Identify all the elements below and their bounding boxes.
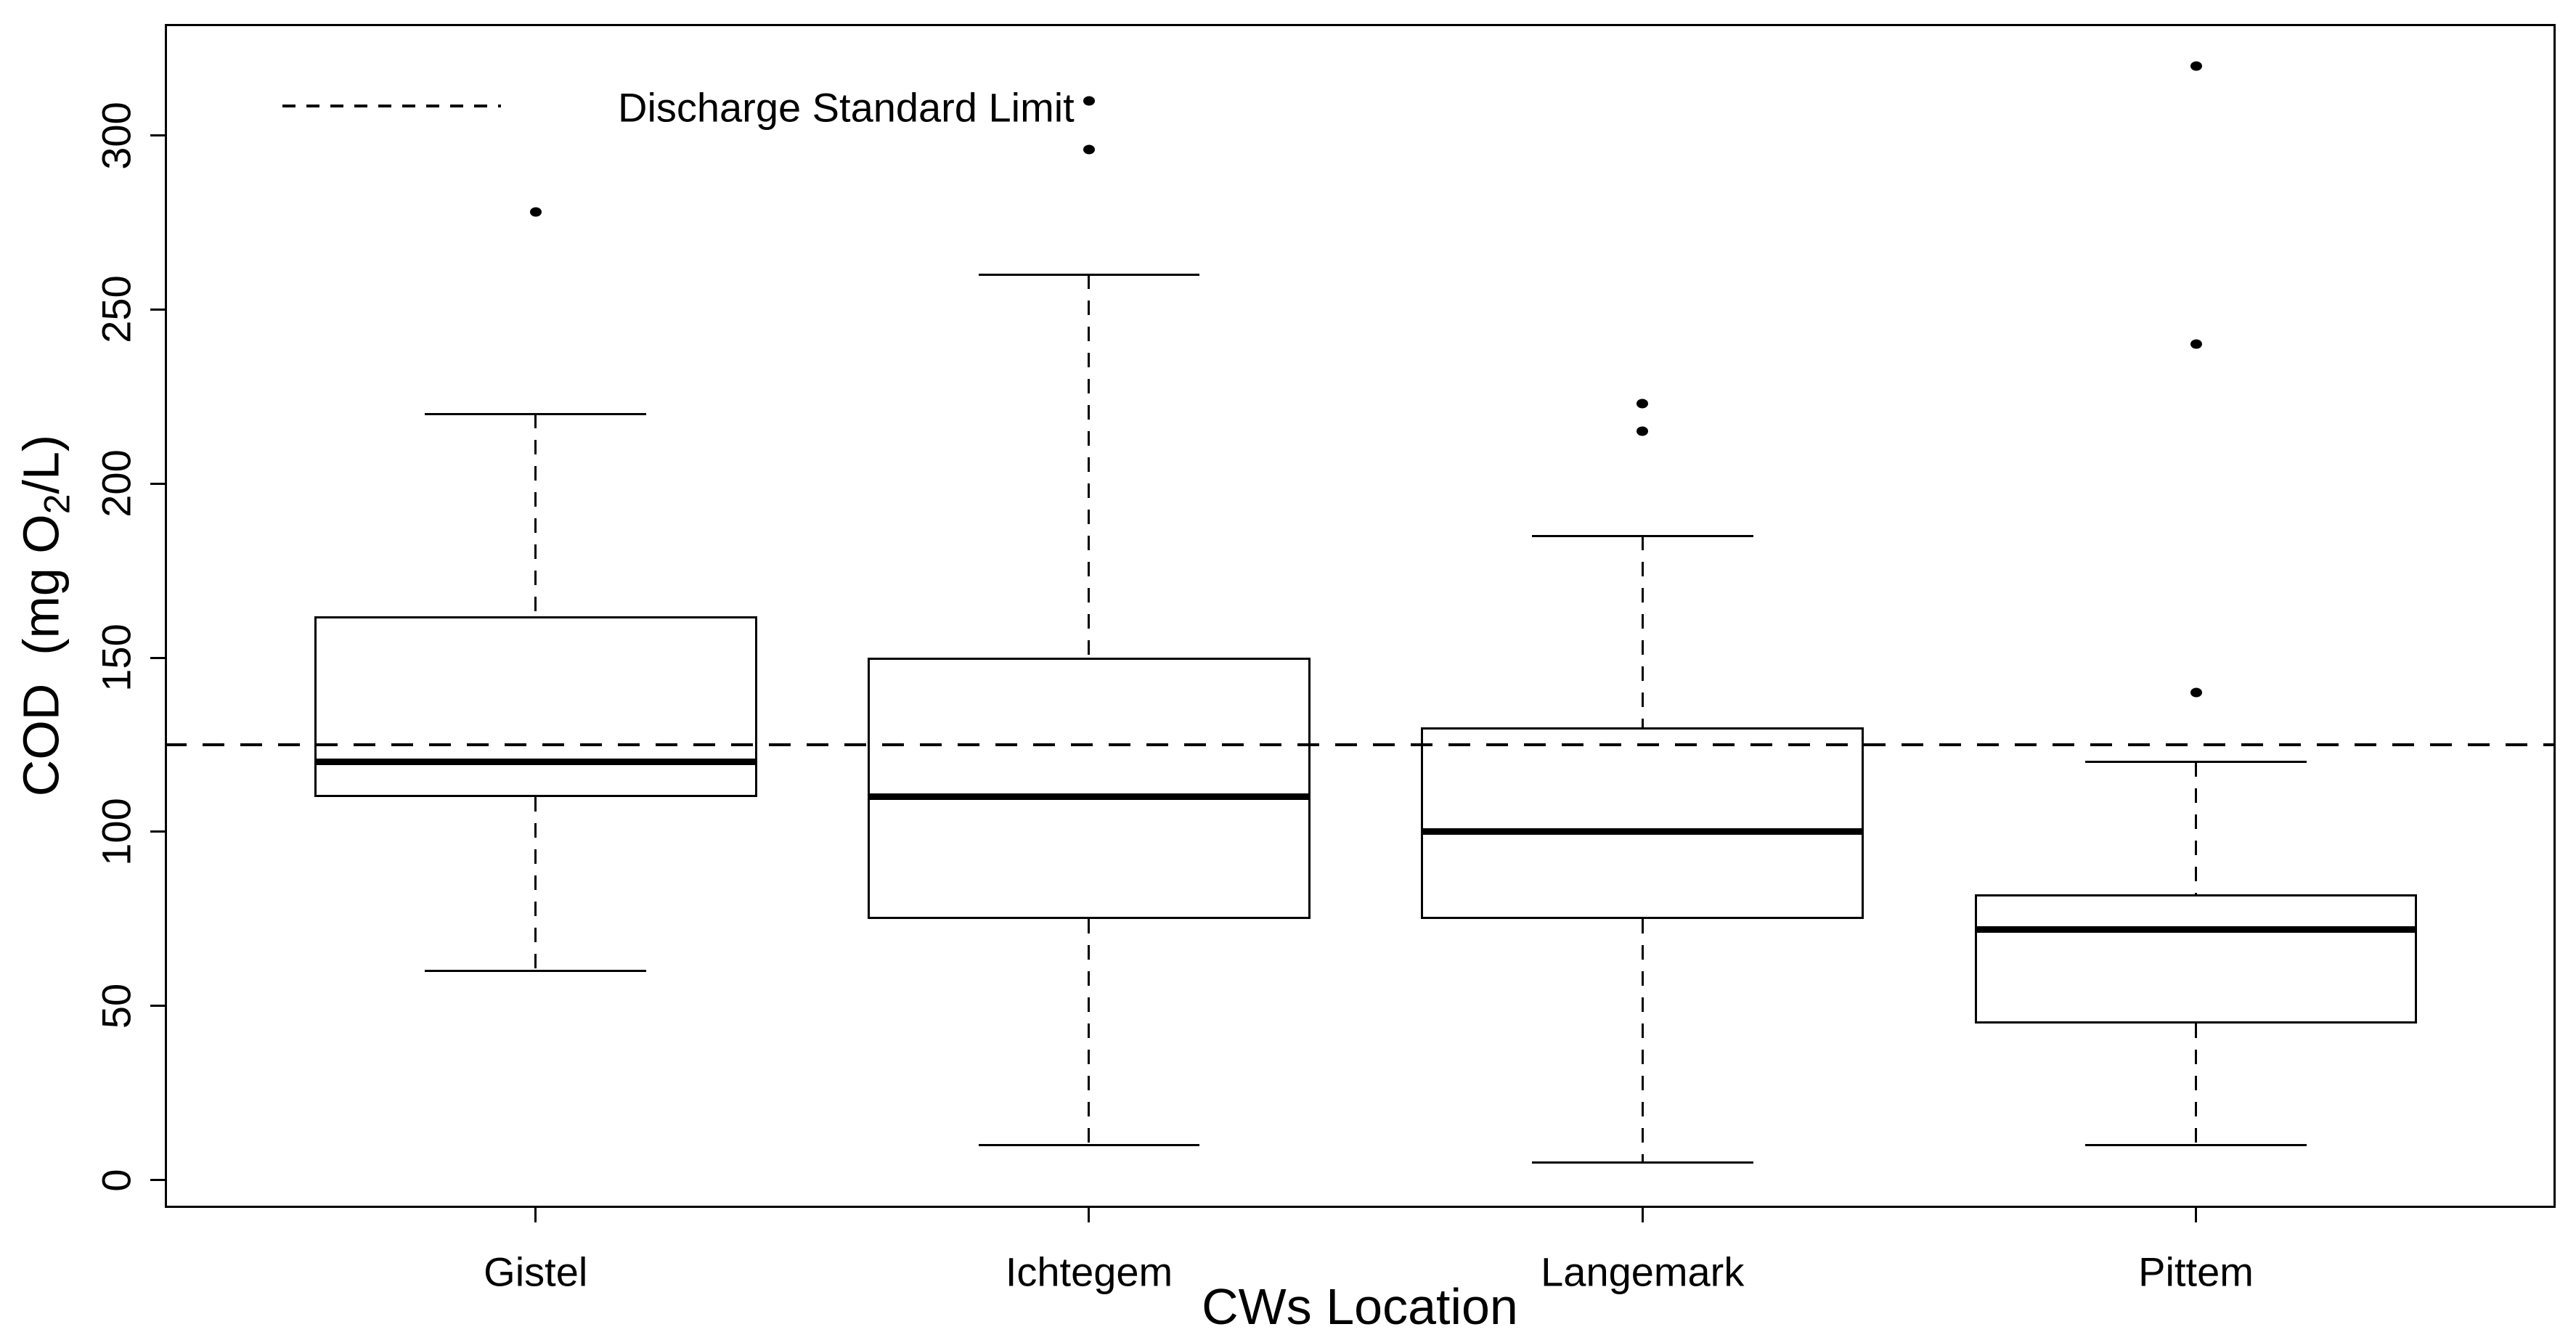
y-axis-tick	[150, 134, 165, 136]
y-axis-tick-label: 250	[93, 275, 139, 344]
x-axis-tick	[2195, 1208, 2198, 1222]
whisker-lower-pittem	[2195, 1023, 2198, 1145]
x-axis-title: CWs Location	[1202, 1278, 1518, 1335]
y-axis-tick	[150, 482, 165, 485]
whisker-lower-ichtegem	[1088, 918, 1091, 1145]
median-line-langemark	[1421, 828, 1864, 836]
whisker-upper-pittem	[2195, 761, 2198, 895]
whisker-cap-lower-langemark	[1531, 1161, 1753, 1164]
x-axis-category-label-ichtegem: Ichtegem	[1005, 1249, 1173, 1295]
whisker-cap-upper-ichtegem	[978, 273, 1200, 276]
legend-dashed-line-sample	[282, 105, 501, 107]
x-axis-tick	[534, 1208, 537, 1222]
y-axis-tick-label: 150	[93, 624, 139, 692]
y-axis-tick-label: 100	[93, 798, 139, 866]
whisker-cap-upper-langemark	[1531, 534, 1753, 537]
box-pittem	[1974, 894, 2418, 1024]
y-axis-title-sub: 2	[36, 494, 78, 515]
y-axis-tick	[150, 1179, 165, 1182]
y-axis-tick	[150, 1005, 165, 1008]
y-axis-tick-label: 200	[93, 449, 139, 518]
median-line-pittem	[1974, 926, 2418, 933]
outlier-point-gistel	[529, 207, 542, 217]
y-axis-tick	[150, 830, 165, 833]
y-axis-tick-label: 0	[93, 1169, 139, 1192]
whisker-cap-lower-gistel	[425, 970, 647, 973]
whisker-cap-lower-pittem	[2085, 1144, 2307, 1147]
median-line-gistel	[314, 759, 757, 766]
y-axis-tick-label: 50	[93, 983, 139, 1029]
y-axis-title: COD (mg O2/L)	[12, 435, 78, 796]
discharge-limit-line	[165, 743, 2556, 746]
outlier-point-langemark	[1637, 399, 1649, 409]
x-axis-category-label-gistel: Gistel	[484, 1249, 588, 1295]
whisker-cap-upper-gistel	[425, 412, 647, 415]
whisker-cap-upper-pittem	[2085, 761, 2307, 764]
whisker-lower-langemark	[1641, 918, 1644, 1163]
y-axis-tick	[150, 308, 165, 311]
y-axis-tick-label: 300	[93, 101, 139, 170]
whisker-lower-gistel	[534, 796, 537, 971]
median-line-ichtegem	[868, 793, 1311, 801]
box-ichtegem	[868, 658, 1311, 919]
whisker-upper-ichtegem	[1088, 274, 1091, 658]
plot-frame	[165, 24, 2556, 1208]
x-axis-category-label-pittem: Pittem	[2138, 1249, 2254, 1295]
box-gistel	[314, 616, 757, 797]
y-axis-title-post: /L)	[12, 434, 70, 494]
whisker-upper-gistel	[534, 414, 537, 616]
outlier-point-pittem	[2190, 61, 2202, 71]
legend-label: Discharge Standard Limit	[618, 84, 1075, 131]
box-langemark	[1421, 727, 1864, 919]
outlier-point-ichtegem	[1083, 96, 1095, 106]
y-axis-title-pre: COD (mg O	[12, 514, 70, 797]
whisker-upper-langemark	[1641, 536, 1644, 727]
x-axis-tick	[1641, 1208, 1644, 1222]
x-axis-tick	[1088, 1208, 1091, 1222]
y-axis-tick	[150, 656, 165, 659]
whisker-cap-lower-ichtegem	[978, 1144, 1200, 1147]
outlier-point-pittem	[2190, 687, 2202, 698]
outlier-point-langemark	[1637, 426, 1649, 436]
outlier-point-ichtegem	[1083, 144, 1095, 155]
x-axis-category-label-langemark: Langemark	[1541, 1249, 1745, 1295]
outlier-point-pittem	[2190, 339, 2202, 349]
